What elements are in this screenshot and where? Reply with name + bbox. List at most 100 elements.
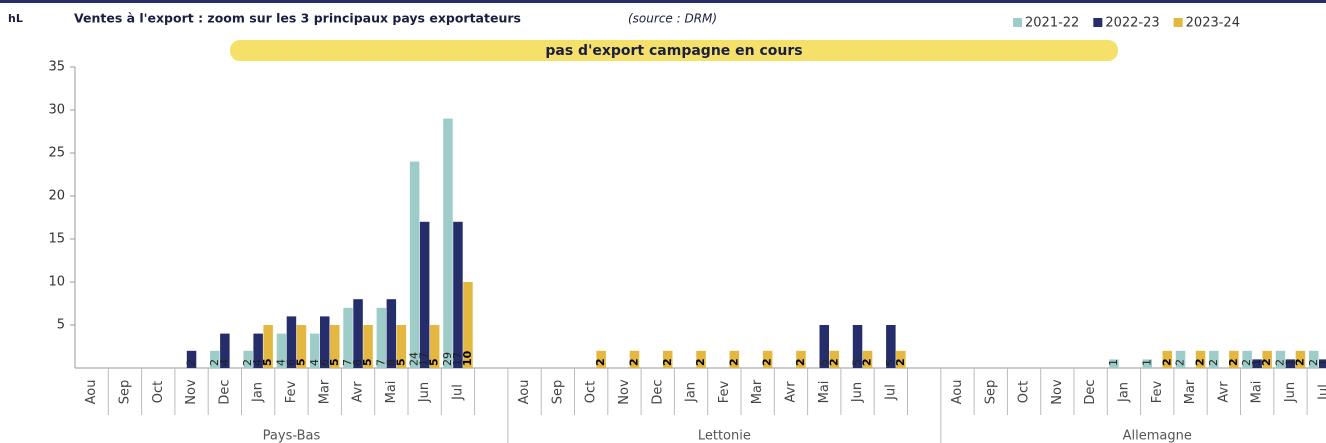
bar xyxy=(343,307,353,368)
chart-subtitle: (source : DRM) xyxy=(628,12,717,26)
x-tick-label: Sep xyxy=(550,380,565,405)
group-label: Lettonie xyxy=(698,429,751,443)
x-tick-label: Oct xyxy=(584,381,599,403)
x-tick-label: Mai xyxy=(817,381,832,404)
y-tick-label: 35 xyxy=(48,60,65,75)
x-tick-label: Aou xyxy=(950,380,965,405)
value-label: 2 xyxy=(861,358,874,366)
x-tick-label: Fev xyxy=(284,380,299,403)
legend-label: 2022-23 xyxy=(1105,16,1159,31)
bar xyxy=(729,350,740,368)
bar xyxy=(1142,359,1152,368)
value-label: 29 xyxy=(441,352,454,366)
bar xyxy=(796,350,806,368)
x-tick-label: Dec xyxy=(650,379,665,404)
value-label: 1 xyxy=(1140,359,1153,366)
bar xyxy=(310,333,320,368)
value-label: 2 xyxy=(827,358,840,366)
bar xyxy=(1252,359,1262,368)
legend-swatch xyxy=(1013,18,1022,27)
x-tick-label: Dec xyxy=(217,379,232,404)
top-border xyxy=(0,0,1326,3)
value-label: 17 xyxy=(451,352,464,366)
value-label: 2 xyxy=(1260,358,1273,366)
bar xyxy=(296,325,307,368)
bar xyxy=(896,350,906,368)
x-tick-label: Mar xyxy=(317,379,332,404)
value-label: 8 xyxy=(351,359,364,366)
value-label: 2 xyxy=(1227,358,1240,366)
value-label: 2 xyxy=(1307,359,1320,366)
x-tick-label: Jul xyxy=(883,384,898,401)
bar xyxy=(386,299,397,368)
y-tick-label: 10 xyxy=(48,275,65,290)
x-tick-label: Fev xyxy=(1150,380,1165,403)
bar xyxy=(596,350,606,368)
bar xyxy=(330,325,340,368)
value-label: 2 xyxy=(627,358,640,366)
bar xyxy=(443,118,453,368)
value-label: 2 xyxy=(594,358,607,366)
y-tick-label: 5 xyxy=(57,318,65,333)
bar xyxy=(1309,350,1319,368)
value-label: 5 xyxy=(328,358,341,366)
bar xyxy=(243,350,253,368)
x-tick-label: Nov xyxy=(617,379,632,405)
x-tick-label: Jan xyxy=(1116,382,1131,403)
bar xyxy=(320,316,330,368)
value-label: 4 xyxy=(308,359,321,366)
bar xyxy=(186,350,197,368)
x-tick-label: Fev xyxy=(717,380,732,403)
x-tick-label: Jan xyxy=(684,382,699,403)
bar xyxy=(463,282,473,368)
value-label: 2 xyxy=(727,358,740,366)
bar xyxy=(363,325,373,368)
value-label: 4 xyxy=(218,359,231,366)
value-label: 7 xyxy=(374,359,387,366)
x-tick-label: Jul xyxy=(450,384,465,401)
bar xyxy=(353,299,363,368)
value-label: 4 xyxy=(251,359,264,366)
value-label: 6 xyxy=(284,359,297,366)
value-label: 4 xyxy=(274,359,287,366)
x-tick-label: Mai xyxy=(384,381,399,404)
bar xyxy=(629,350,640,368)
bar xyxy=(220,333,230,368)
value-label: 5 xyxy=(361,358,374,366)
x-tick-label: Nov xyxy=(184,379,199,405)
x-tick-label: Mar xyxy=(750,379,765,404)
value-label: 1 xyxy=(1283,359,1296,366)
x-tick-label: Sep xyxy=(983,380,998,405)
bar xyxy=(1285,359,1296,368)
legend-label: 2021-22 xyxy=(1025,16,1079,31)
bar xyxy=(696,350,706,368)
bar xyxy=(762,350,773,368)
x-tick-label: Dec xyxy=(1083,379,1098,404)
value-label: 1 xyxy=(1107,359,1120,366)
x-tick-label: Jun xyxy=(850,382,865,403)
value-label: 2 xyxy=(1207,359,1220,366)
bar xyxy=(1319,359,1326,368)
value-label: 2 xyxy=(1160,358,1173,366)
bar xyxy=(1242,350,1252,368)
bar xyxy=(1195,350,1206,368)
bar xyxy=(396,325,407,368)
value-label: 17 xyxy=(418,352,431,366)
x-tick-label: Oct xyxy=(1017,381,1032,403)
x-tick-label: Aou xyxy=(517,380,532,405)
x-tick-label: Sep xyxy=(117,380,132,405)
value-label: 7 xyxy=(341,359,354,366)
y-tick-label: 30 xyxy=(48,103,65,118)
x-tick-label: Avr xyxy=(783,381,798,403)
y-tick-label: 20 xyxy=(48,189,65,204)
bar xyxy=(819,325,829,368)
value-label: 2 xyxy=(661,358,674,366)
x-tick-label: Oct xyxy=(151,381,166,403)
bar xyxy=(263,325,273,368)
bar xyxy=(276,333,287,368)
value-label: 5 xyxy=(851,359,864,366)
bar xyxy=(1275,350,1286,368)
value-label: 2 xyxy=(694,358,707,366)
x-tick-label: Jan xyxy=(251,382,266,403)
